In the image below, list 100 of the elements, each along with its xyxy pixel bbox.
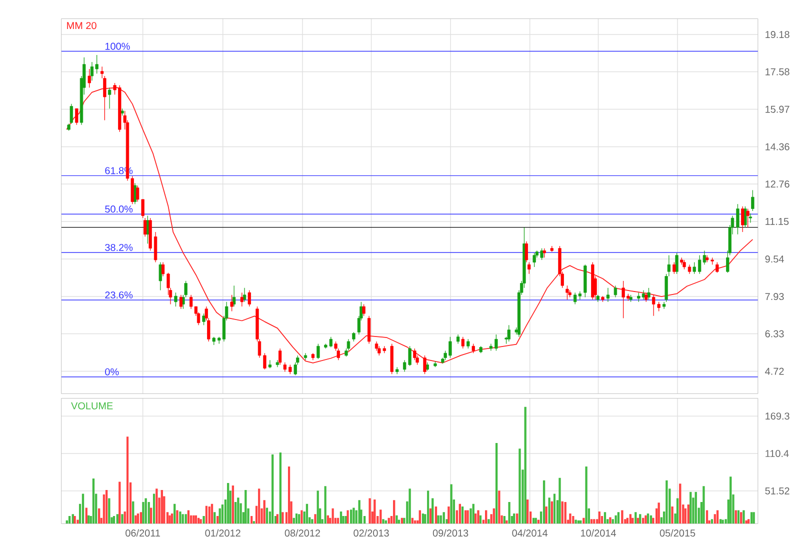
x-tick-label: 02/2013 bbox=[354, 529, 389, 536]
bar bbox=[448, 506, 450, 524]
candlestick bbox=[748, 212, 752, 223]
bar bbox=[342, 516, 344, 524]
bar bbox=[477, 510, 480, 524]
bar bbox=[408, 488, 411, 524]
bar bbox=[346, 510, 349, 524]
bar bbox=[150, 508, 152, 524]
bar bbox=[734, 510, 737, 524]
bar bbox=[534, 518, 537, 524]
bar bbox=[461, 506, 464, 524]
annotation: 38.2% bbox=[105, 244, 133, 251]
candlestick bbox=[672, 262, 676, 274]
bar bbox=[687, 504, 690, 524]
bar bbox=[76, 520, 79, 524]
candlestick bbox=[283, 362, 286, 372]
bar bbox=[237, 497, 240, 524]
bar bbox=[298, 514, 300, 524]
bar bbox=[432, 498, 434, 524]
bar bbox=[140, 512, 142, 524]
bar bbox=[503, 516, 506, 524]
bar bbox=[108, 498, 110, 524]
candlestick bbox=[240, 292, 244, 307]
x-tick-label: 04/2014 bbox=[512, 529, 548, 536]
candlestick bbox=[316, 343, 320, 360]
bar bbox=[112, 516, 116, 524]
y-tick-label: 14.36 bbox=[766, 143, 790, 150]
candlestick bbox=[202, 313, 206, 326]
bar bbox=[666, 480, 668, 524]
candlestick bbox=[232, 285, 236, 307]
candlestick bbox=[489, 343, 493, 351]
bar bbox=[437, 515, 440, 524]
bar bbox=[382, 519, 384, 524]
bar bbox=[470, 508, 472, 524]
bar bbox=[208, 506, 210, 524]
bar bbox=[174, 504, 176, 524]
bar bbox=[632, 518, 634, 524]
y-tick-label: 51.52 bbox=[765, 487, 790, 494]
bar bbox=[464, 510, 467, 524]
bar bbox=[126, 436, 129, 524]
bar bbox=[292, 518, 295, 524]
bar bbox=[136, 513, 140, 524]
bar bbox=[710, 519, 714, 524]
candlestick bbox=[268, 360, 272, 368]
annotation: 23.6% bbox=[105, 291, 133, 298]
bar bbox=[266, 508, 268, 524]
bar bbox=[722, 520, 724, 524]
y-tick-label: 17.58 bbox=[766, 68, 790, 76]
bar bbox=[702, 486, 705, 524]
candlestick bbox=[184, 280, 188, 298]
bar bbox=[214, 512, 216, 524]
bar bbox=[282, 512, 284, 524]
bar bbox=[300, 510, 303, 524]
bar bbox=[358, 500, 360, 524]
bar bbox=[495, 442, 498, 524]
bar bbox=[92, 478, 95, 524]
bar bbox=[288, 466, 290, 524]
bar bbox=[68, 516, 71, 524]
bar bbox=[604, 512, 606, 524]
bar bbox=[234, 502, 237, 524]
bar bbox=[244, 490, 247, 524]
bar bbox=[216, 516, 219, 524]
candlestick bbox=[736, 204, 740, 235]
y-tick-label: 19.18 bbox=[766, 30, 790, 38]
bar bbox=[658, 502, 660, 524]
candlestick bbox=[362, 304, 366, 316]
chart-title: VOLUME bbox=[71, 402, 113, 410]
bar bbox=[418, 510, 421, 524]
bar bbox=[250, 516, 253, 524]
bar bbox=[179, 511, 182, 524]
bar bbox=[450, 484, 452, 524]
bar bbox=[492, 508, 496, 524]
bar bbox=[706, 510, 708, 524]
bar bbox=[716, 510, 719, 524]
candlestick bbox=[154, 232, 158, 262]
bar bbox=[526, 499, 529, 524]
bar bbox=[144, 498, 147, 524]
candlestick bbox=[352, 332, 356, 342]
bar bbox=[295, 513, 298, 524]
bar bbox=[612, 519, 614, 524]
bar bbox=[442, 512, 445, 524]
bar bbox=[132, 501, 134, 524]
candlestick bbox=[566, 285, 569, 300]
bar bbox=[642, 518, 644, 524]
bar bbox=[422, 513, 424, 524]
candlestick bbox=[456, 334, 460, 344]
bar bbox=[271, 454, 274, 524]
bar bbox=[593, 519, 596, 524]
candlestick bbox=[688, 264, 692, 274]
candlestick bbox=[675, 252, 678, 274]
y-tick-label: 12.76 bbox=[766, 180, 790, 188]
bar bbox=[134, 515, 137, 524]
candlestick bbox=[647, 287, 650, 300]
candlestick bbox=[542, 248, 546, 258]
bar bbox=[142, 502, 144, 524]
bar bbox=[569, 513, 572, 524]
bar bbox=[156, 488, 158, 524]
bar bbox=[719, 519, 722, 524]
bar bbox=[429, 508, 432, 524]
candlestick bbox=[423, 354, 426, 374]
